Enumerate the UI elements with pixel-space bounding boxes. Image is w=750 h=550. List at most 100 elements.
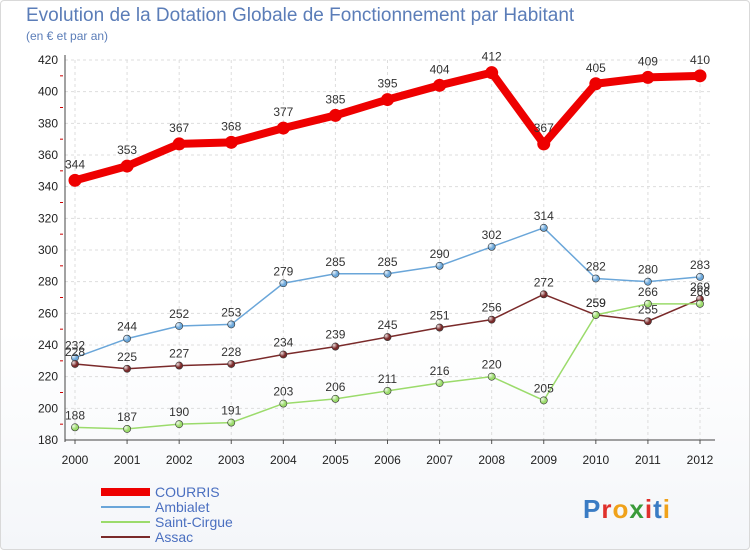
data-label: 191: [221, 404, 241, 418]
data-point-highlight: [540, 397, 546, 403]
data-point: [172, 137, 186, 151]
proxiti-logo-text: Proxiti: [583, 494, 671, 524]
data-label: 256: [482, 301, 502, 315]
x-tick-label: 2005: [322, 453, 349, 467]
data-label: 290: [430, 247, 450, 261]
data-point-highlight: [540, 224, 546, 230]
data-label: 259: [586, 296, 606, 310]
data-point: [485, 66, 499, 80]
legend-label-ambialet: Ambialet: [155, 499, 210, 515]
data-label: 211: [378, 372, 397, 386]
data-label: 252: [169, 307, 189, 321]
y-tick-label: 260: [38, 306, 58, 320]
data-label: 206: [325, 380, 345, 394]
data-label: 225: [117, 350, 137, 364]
data-label: 409: [638, 54, 658, 68]
data-point-highlight: [488, 316, 494, 322]
data-point-highlight: [488, 243, 494, 249]
proxiti-logo: Proxiti: [583, 494, 671, 524]
x-tick-label: 2003: [218, 453, 245, 467]
data-point-highlight: [644, 300, 650, 306]
data-label: 220: [482, 358, 502, 372]
series-courris: 344 353 367 368 377 385 395 404 412 367 405 409 410: [65, 50, 710, 187]
data-point: [537, 137, 551, 151]
data-label: 234: [273, 336, 293, 350]
data-label: 266: [638, 285, 658, 299]
data-label: 344: [65, 157, 85, 171]
data-label: 412: [482, 50, 502, 64]
data-point-highlight: [280, 351, 286, 357]
data-point-highlight: [644, 278, 650, 284]
x-tick-label: 2011: [635, 453, 661, 467]
data-label: 368: [221, 119, 241, 133]
data-label: 244: [117, 320, 137, 334]
x-axis-ticks: 2000 2001 2002 2003 2004 2005 2006 2007 2008 2009…: [62, 453, 714, 467]
data-label: 253: [221, 305, 241, 319]
data-point-highlight: [71, 354, 77, 360]
data-label: 227: [169, 347, 189, 361]
data-label: 245: [377, 318, 397, 332]
data-label: 269: [690, 280, 710, 294]
data-label: 285: [325, 255, 345, 269]
x-tick-label: 2010: [582, 453, 609, 467]
y-tick-label: 340: [38, 180, 58, 194]
legend-label-assac: Assac: [155, 529, 193, 545]
y-tick-label: 400: [38, 85, 58, 99]
legend-label-courris: COURRIS: [155, 484, 220, 500]
data-label: 283: [690, 258, 710, 272]
x-tick-label: 2012: [687, 453, 714, 467]
data-point: [641, 70, 655, 84]
y-tick-label: 200: [38, 401, 58, 415]
data-label: 367: [169, 121, 189, 135]
data-point-highlight: [436, 324, 442, 330]
data-point: [120, 159, 134, 173]
data-label: 280: [638, 263, 658, 277]
data-label: 279: [273, 264, 293, 278]
data-label: 266: [690, 285, 710, 299]
data-label: 228: [221, 345, 241, 359]
data-point-highlight: [175, 322, 182, 328]
chart-subtitle: (en € et par an): [26, 29, 108, 43]
data-label: 187: [117, 410, 137, 424]
data-point-highlight: [696, 300, 703, 306]
x-tick-label: 2004: [270, 453, 297, 467]
data-label: 228: [65, 345, 85, 359]
data-point-highlight: [488, 373, 494, 379]
data-point: [589, 77, 603, 91]
data-label: 285: [377, 255, 397, 269]
data-label: 239: [325, 328, 345, 342]
data-point-highlight: [332, 270, 338, 276]
data-point-highlight: [332, 343, 338, 349]
x-tick-label: 2007: [426, 453, 453, 467]
x-tick-label: 2008: [478, 453, 505, 467]
data-point: [328, 108, 342, 122]
x-tick-label: 2000: [62, 453, 89, 467]
data-label: 282: [586, 260, 606, 274]
data-label: 216: [430, 364, 450, 378]
y-tick-label: 380: [38, 116, 58, 130]
x-tick-label: 2009: [530, 453, 557, 467]
x-tick-label: 2002: [166, 453, 193, 467]
data-label: 302: [482, 228, 502, 242]
x-tick-label: 2006: [374, 453, 401, 467]
data-label: 232: [65, 339, 85, 353]
y-tick-label: 420: [38, 53, 58, 67]
data-label: 385: [325, 92, 345, 106]
y-tick-label: 240: [38, 338, 58, 352]
data-label: 188: [65, 408, 85, 422]
y-tick-label: 280: [38, 275, 58, 289]
data-point-highlight: [436, 262, 442, 268]
data-point: [68, 173, 82, 187]
data-point-highlight: [123, 365, 130, 371]
data-point: [693, 69, 707, 83]
data-point-highlight: [384, 270, 390, 276]
y-tick-label: 360: [38, 148, 58, 162]
y-tick-label: 220: [38, 370, 58, 384]
data-label: 251: [430, 309, 450, 323]
data-point-highlight: [592, 311, 598, 317]
data-point-highlight: [123, 335, 130, 341]
data-point-highlight: [71, 424, 77, 430]
